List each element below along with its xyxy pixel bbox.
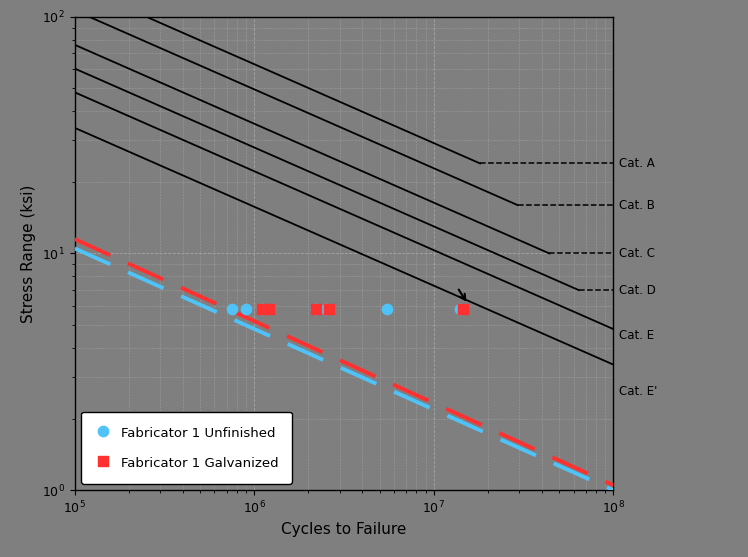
Text: Cat. C: Cat. C (619, 247, 654, 260)
Y-axis label: Stress Range (ksi): Stress Range (ksi) (22, 184, 37, 323)
Fabricator 1 Galvanized (61, 304, 73, 313)
Fabricator 1 Galvanized (263, 304, 275, 313)
Fabricator 1 Galvanized (310, 304, 322, 313)
Fabricator 1 Unfinished (381, 304, 393, 313)
X-axis label: Cycles to Failure: Cycles to Failure (281, 522, 407, 537)
Text: Cat. A: Cat. A (619, 157, 654, 170)
Fabricator 1 Unfinished (454, 304, 466, 313)
Fabricator 1 Unfinished (320, 304, 332, 313)
Text: Cat. E': Cat. E' (619, 385, 657, 398)
Fabricator 1 Unfinished (256, 304, 268, 313)
Fabricator 1 Galvanized (457, 304, 469, 313)
Text: Cat. D: Cat. D (619, 284, 655, 297)
Text: Cat. B: Cat. B (619, 199, 654, 212)
Fabricator 1 Unfinished (310, 304, 322, 313)
Legend: Fabricator 1 Unfinished, Fabricator 1 Galvanized: Fabricator 1 Unfinished, Fabricator 1 Ga… (82, 412, 292, 483)
Text: Cat. E: Cat. E (619, 329, 654, 342)
Fabricator 1 Galvanized (256, 304, 268, 313)
Fabricator 1 Unfinished (226, 304, 238, 313)
Fabricator 1 Unfinished (240, 304, 252, 313)
Fabricator 1 Galvanized (323, 304, 335, 313)
